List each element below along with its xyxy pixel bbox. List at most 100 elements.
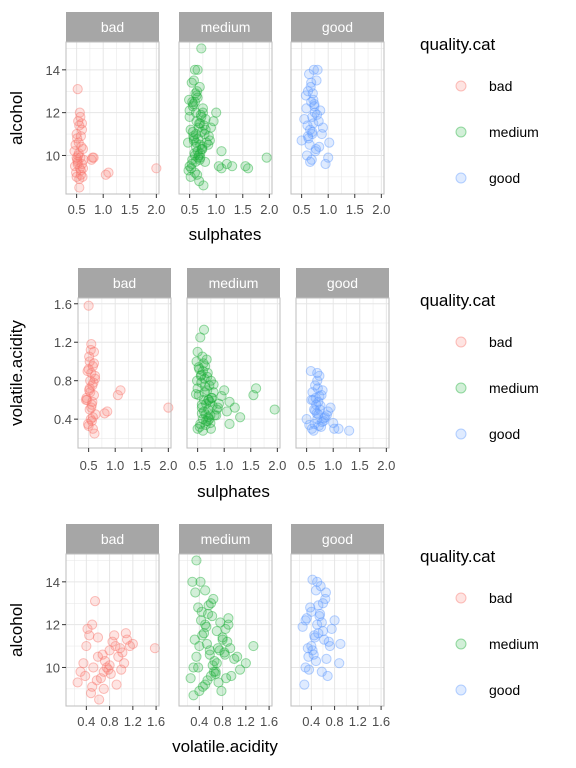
data-point <box>201 680 210 689</box>
legend-key-good <box>456 685 466 695</box>
data-point <box>77 119 86 128</box>
x-tick-label: 0.5 <box>298 458 316 473</box>
data-point <box>196 110 205 119</box>
x-tick-label: 2.0 <box>159 458 177 473</box>
data-point <box>308 575 317 584</box>
data-point <box>220 650 229 659</box>
data-point <box>327 624 336 633</box>
data-point <box>202 622 211 631</box>
data-point <box>206 411 215 420</box>
data-point <box>311 586 320 595</box>
facet-panel-good: good0.5 1.0 1.5 2.0 <box>296 268 395 473</box>
data-point <box>205 136 214 145</box>
data-point <box>300 114 309 123</box>
data-point <box>345 426 354 435</box>
data-point <box>81 671 90 680</box>
data-point <box>233 652 242 661</box>
data-point <box>194 663 203 672</box>
x-tick-label: 1.2 <box>349 714 367 729</box>
legend-label-good: good <box>489 682 520 698</box>
data-point <box>314 601 323 610</box>
y-tick-label: 0.4 <box>54 412 72 427</box>
data-point <box>310 633 319 642</box>
data-point <box>302 415 311 424</box>
data-point <box>192 652 201 661</box>
data-point <box>209 380 218 389</box>
legend: quality.cat bad medium good <box>420 291 539 442</box>
legend: quality.cat bad medium good <box>420 547 539 698</box>
data-point <box>197 607 206 616</box>
data-point <box>75 183 84 192</box>
data-point <box>193 93 202 102</box>
data-point <box>187 78 196 87</box>
x-tick-label: 0.8 <box>214 714 232 729</box>
x-tick-label: 0.5 <box>293 202 311 217</box>
y-axis-label: volatile.acidity <box>7 320 26 426</box>
data-point <box>116 386 125 395</box>
data-point <box>197 44 206 53</box>
data-point <box>188 127 197 136</box>
legend-key-medium <box>456 383 466 393</box>
data-point <box>186 674 195 683</box>
facet-strip-label: medium <box>201 531 251 547</box>
y-tick-label: 14 <box>46 575 60 590</box>
x-tick-label: 2.0 <box>377 458 395 473</box>
x-tick-label: 0.8 <box>326 714 344 729</box>
legend-key-bad <box>456 593 466 603</box>
legend-label-medium: medium <box>489 124 539 140</box>
facet-panel-bad: bad0.5 1.0 1.5 2.0101214 <box>46 12 166 217</box>
data-point <box>236 413 245 422</box>
data-point <box>270 405 279 414</box>
data-point <box>315 611 324 620</box>
data-point <box>72 172 81 181</box>
data-point <box>225 419 234 428</box>
x-tick-label: 1.6 <box>260 714 278 729</box>
data-point <box>103 407 112 416</box>
data-point <box>307 78 316 87</box>
legend-title: quality.cat <box>420 35 496 54</box>
data-point <box>220 386 229 395</box>
legend-key-bad <box>456 81 466 91</box>
x-tick-label: 1.5 <box>242 458 260 473</box>
data-point <box>89 663 98 672</box>
y-axis-label: alcohol <box>7 603 26 657</box>
x-axis-label: sulphates <box>197 482 270 501</box>
data-point <box>228 162 237 171</box>
x-tick-label: 2.0 <box>372 202 390 217</box>
data-point <box>217 147 226 156</box>
data-point <box>325 138 334 147</box>
facet-strip-label: medium <box>209 275 259 291</box>
x-tick-label: 0.4 <box>302 714 320 729</box>
data-point <box>193 65 202 74</box>
data-point <box>241 162 250 171</box>
data-point <box>217 686 226 695</box>
y-tick-label: 14 <box>46 63 60 78</box>
facet-panel-medium: medium 0.4 0.8 1.2 1.6 <box>179 524 278 729</box>
legend-title: quality.cat <box>420 547 496 566</box>
facet-panel-bad: bad0.5 1.0 1.5 2.00.40.81.21.6 <box>54 268 177 473</box>
legend-label-bad: bad <box>489 334 512 350</box>
x-tick-label: 1.2 <box>237 714 255 729</box>
data-point <box>303 644 312 653</box>
data-point <box>190 635 199 644</box>
data-point <box>192 376 201 385</box>
facet-panel-good: good0.5 1.0 1.5 2.0 <box>291 12 390 217</box>
data-point <box>70 147 79 156</box>
data-point <box>335 659 344 668</box>
data-point <box>196 577 205 586</box>
data-point <box>152 164 161 173</box>
facet-strip-label: good <box>322 531 353 547</box>
legend-label-bad: bad <box>489 78 512 94</box>
data-point <box>241 659 250 668</box>
data-point <box>209 117 218 126</box>
data-point <box>90 374 99 383</box>
x-tick-label: 0.4 <box>190 714 208 729</box>
data-point <box>317 667 326 676</box>
data-point <box>211 667 220 676</box>
facet-strip-label: good <box>322 19 353 35</box>
y-tick-label: 12 <box>46 106 60 121</box>
y-tick-label: 0.8 <box>54 374 72 389</box>
chart-row-2: bad0.5 1.0 1.5 2.00.40.81.21.6medium0.5 1.0 1… <box>7 268 539 501</box>
data-point <box>336 639 345 648</box>
data-point <box>89 359 98 368</box>
